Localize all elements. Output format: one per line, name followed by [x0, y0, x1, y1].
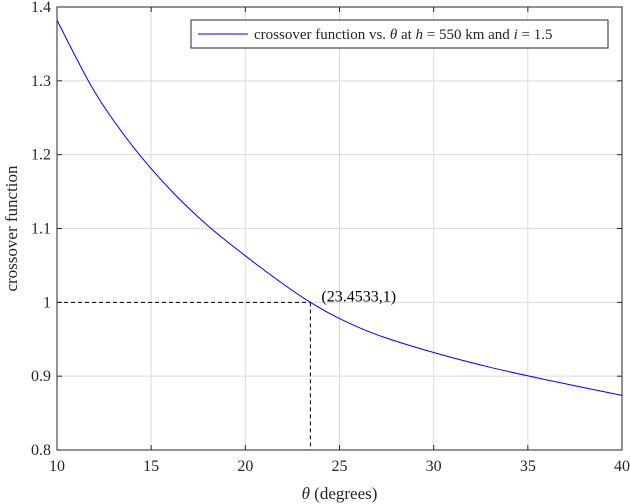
x-tick-label: 30	[426, 458, 442, 475]
y-tick-label: 1.4	[31, 0, 51, 16]
x-tick-label: 20	[237, 458, 253, 475]
y-tick-label: 1.1	[31, 221, 51, 238]
legend-i-value: = 1.5	[518, 27, 553, 43]
legend-prefix: crossover function vs.	[254, 27, 390, 43]
legend-h: h	[416, 27, 424, 43]
x-tick-label: 10	[49, 458, 65, 475]
x-tick-label: 25	[332, 458, 348, 475]
y-axis-ticks: 0.8 0.9 1 1.1 1.2 1.3 1.4	[31, 0, 622, 459]
y-tick-label: 1.2	[31, 147, 51, 164]
legend-at: at	[397, 27, 415, 43]
legend-h-value: = 550 km and	[423, 27, 514, 43]
legend-box	[190, 19, 609, 49]
y-axis-label: crossover function	[2, 165, 21, 292]
x-tick-label: 35	[520, 458, 536, 475]
legend: crossover function vs. θ at h = 550 km a…	[190, 19, 609, 49]
crossover-annotation: (23.4533,1)	[321, 288, 396, 305]
series-line	[56, 20, 623, 396]
legend-label: crossover function vs. θ at h = 550 km a…	[254, 27, 552, 43]
y-tick-label: 0.8	[31, 442, 51, 459]
legend-theta: θ	[390, 27, 398, 43]
crossover-reference-lines	[57, 301, 311, 450]
y-tick-label: 1.3	[31, 73, 51, 90]
y-tick-label: 1	[43, 294, 51, 311]
x-axis-label-symbol: θ	[302, 484, 310, 503]
x-axis-label: θ (degrees)	[302, 484, 378, 503]
x-tick-label: 15	[143, 458, 159, 475]
x-tick-label: 40	[614, 458, 630, 475]
y-tick-label: 0.9	[31, 368, 51, 385]
x-axis-ticks: 10 15 20 25 30 35 40	[49, 7, 630, 475]
x-axis-label-text: (degrees)	[310, 484, 378, 503]
legend-i: i	[514, 27, 518, 43]
series-group	[56, 20, 623, 396]
